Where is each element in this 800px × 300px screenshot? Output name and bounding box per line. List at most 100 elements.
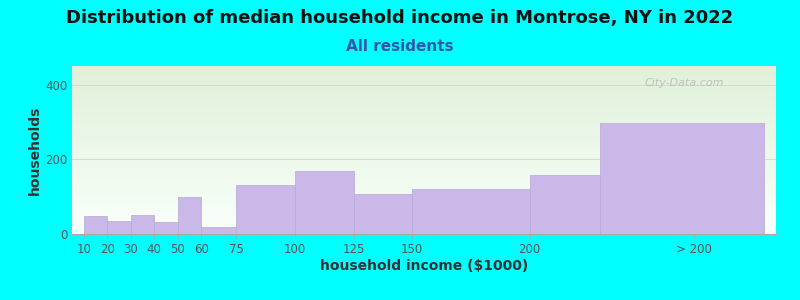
Bar (236, 185, 295, 234)
Bar (72, 127, 776, 128)
Bar (72, 115, 776, 117)
Bar (72, 219, 776, 220)
Bar (72, 167, 776, 169)
Bar (72, 135, 776, 136)
Bar (72, 229, 776, 231)
Bar (130, 215, 154, 234)
Bar (201, 227, 236, 234)
Bar (72, 110, 776, 112)
Bar (72, 180, 776, 182)
Bar (72, 178, 776, 180)
Bar (72, 141, 776, 142)
Bar (72, 148, 776, 149)
X-axis label: household income ($1000): household income ($1000) (320, 259, 528, 273)
Bar (72, 205, 776, 207)
Bar (72, 110, 776, 111)
Bar (72, 208, 776, 210)
Bar (72, 124, 776, 125)
Bar (354, 194, 412, 234)
Bar (72, 207, 776, 208)
Bar (72, 102, 776, 103)
Bar (72, 120, 776, 122)
Bar (72, 113, 776, 115)
Bar (295, 171, 354, 234)
Bar (72, 85, 776, 86)
Bar (72, 158, 776, 159)
Bar (72, 158, 776, 160)
Bar (72, 129, 776, 130)
Bar (72, 164, 776, 165)
Bar (72, 206, 776, 207)
Bar (72, 202, 776, 203)
Bar (72, 185, 776, 187)
Bar (72, 214, 776, 215)
Bar (72, 143, 776, 145)
Bar (72, 80, 776, 81)
Bar (72, 183, 776, 185)
Bar (72, 159, 776, 161)
Bar (72, 123, 776, 125)
Bar (72, 128, 776, 130)
Bar (72, 220, 776, 222)
Bar (72, 111, 776, 113)
Bar (72, 97, 776, 98)
Bar (72, 103, 776, 105)
Bar (72, 211, 776, 212)
Bar (72, 100, 776, 101)
Bar (72, 83, 776, 85)
Bar (72, 153, 776, 155)
Bar (72, 73, 776, 74)
Bar (72, 176, 776, 178)
Bar (72, 73, 776, 74)
Bar (72, 118, 776, 120)
Bar (72, 192, 776, 193)
Bar (72, 120, 776, 122)
Bar (72, 215, 776, 217)
Bar (72, 66, 776, 68)
Bar (72, 105, 776, 107)
Bar (72, 96, 776, 98)
Bar (72, 157, 776, 158)
Text: All residents: All residents (346, 39, 454, 54)
Bar (72, 164, 776, 166)
Bar (72, 219, 776, 220)
Bar (72, 134, 776, 136)
Bar (72, 202, 776, 204)
Bar (72, 180, 776, 182)
Bar (72, 93, 776, 94)
Bar (72, 122, 776, 123)
Bar (72, 160, 776, 162)
Bar (72, 234, 776, 236)
Bar (72, 117, 776, 118)
Bar (412, 189, 530, 234)
Bar (72, 166, 776, 168)
Bar (72, 154, 776, 156)
Bar (72, 137, 776, 139)
Bar (72, 132, 776, 134)
Bar (72, 76, 776, 78)
Bar (72, 203, 776, 205)
Bar (72, 88, 776, 90)
Bar (72, 199, 776, 200)
Bar (72, 130, 776, 131)
Bar (72, 149, 776, 151)
Bar (72, 81, 776, 83)
Bar (72, 90, 776, 92)
Text: Distribution of median household income in Montrose, NY in 2022: Distribution of median household income … (66, 9, 734, 27)
Bar (72, 108, 776, 110)
Bar (72, 182, 776, 184)
Bar (72, 78, 776, 80)
Bar (72, 222, 776, 224)
Bar (72, 204, 776, 206)
Bar (72, 147, 776, 148)
Bar (72, 212, 776, 214)
Bar (72, 232, 776, 234)
Bar (178, 197, 201, 234)
Bar (72, 125, 776, 127)
Bar (72, 165, 776, 167)
Bar (72, 113, 776, 115)
Bar (72, 193, 776, 195)
Bar (72, 226, 776, 227)
Bar (72, 94, 776, 96)
Bar (72, 175, 776, 176)
